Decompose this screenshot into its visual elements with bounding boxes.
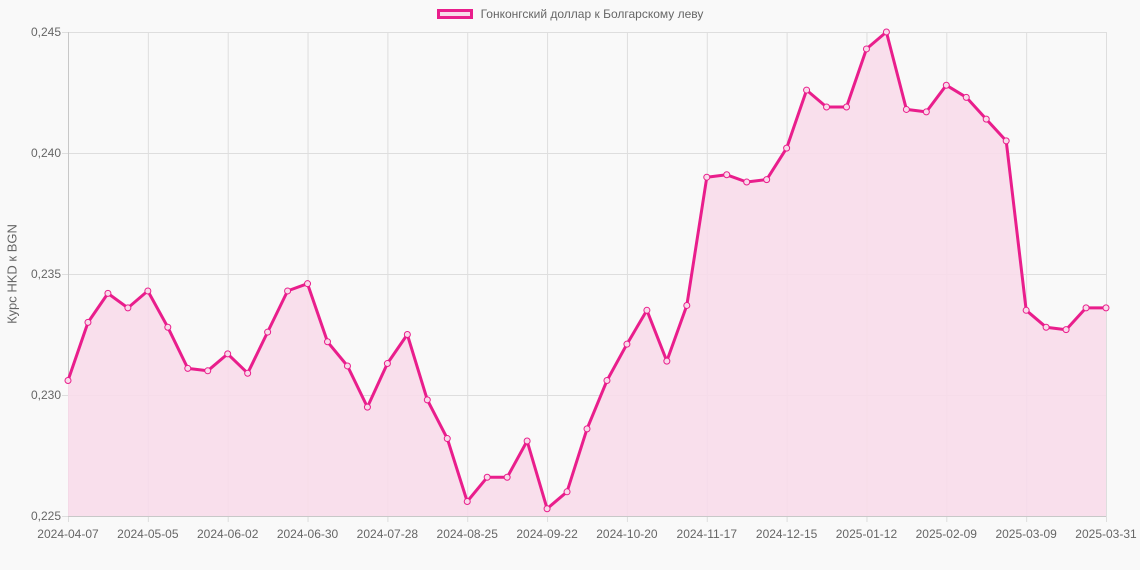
data-point[interactable] bbox=[723, 171, 731, 179]
data-point[interactable] bbox=[284, 287, 292, 295]
legend-swatch-icon bbox=[436, 9, 473, 19]
data-points bbox=[64, 28, 1110, 513]
x-tick-label: 2024-09-22 bbox=[516, 527, 578, 541]
x-tick-label: 2024-10-20 bbox=[596, 527, 658, 541]
data-point[interactable] bbox=[603, 376, 611, 384]
y-tick-label: 0,225 bbox=[30, 509, 61, 523]
data-point[interactable] bbox=[403, 331, 411, 338]
data-point[interactable] bbox=[982, 115, 990, 123]
data-point[interactable] bbox=[124, 304, 132, 312]
x-tick-label: 2025-02-09 bbox=[915, 527, 977, 541]
legend[interactable]: Гонконгский доллар к Болгарскому леву bbox=[0, 7, 1140, 21]
data-point[interactable] bbox=[104, 289, 112, 297]
y-tick-label: 0,240 bbox=[30, 146, 61, 160]
data-point[interactable] bbox=[224, 350, 232, 358]
data-point[interactable] bbox=[623, 340, 631, 348]
data-point[interactable] bbox=[683, 301, 691, 309]
data-point[interactable] bbox=[184, 364, 192, 372]
data-point[interactable] bbox=[423, 396, 431, 404]
data-point[interactable] bbox=[643, 306, 651, 314]
data-point[interactable] bbox=[563, 488, 571, 496]
data-point[interactable] bbox=[443, 435, 451, 443]
x-tick-label: 2024-06-02 bbox=[196, 527, 259, 541]
data-point[interactable] bbox=[862, 45, 870, 53]
data-point[interactable] bbox=[962, 93, 970, 101]
data-point[interactable] bbox=[783, 144, 791, 152]
x-tick-label: 2024-11-17 bbox=[676, 527, 738, 541]
data-point[interactable] bbox=[1102, 304, 1110, 312]
data-point[interactable] bbox=[383, 360, 391, 368]
x-tick-label: 2024-07-28 bbox=[356, 527, 419, 541]
x-tick-label: 2024-05-05 bbox=[117, 527, 179, 541]
data-point[interactable] bbox=[882, 28, 890, 36]
data-point[interactable] bbox=[1062, 326, 1070, 334]
data-point[interactable] bbox=[164, 323, 172, 331]
data-point[interactable] bbox=[663, 357, 671, 365]
data-point[interactable] bbox=[1042, 323, 1050, 331]
data-point[interactable] bbox=[823, 103, 831, 111]
data-point[interactable] bbox=[304, 280, 312, 288]
data-point[interactable] bbox=[803, 86, 811, 94]
x-tick-label: 2025-01-12 bbox=[835, 527, 898, 541]
data-point[interactable] bbox=[324, 338, 331, 346]
data-point[interactable] bbox=[703, 173, 711, 181]
data-point[interactable] bbox=[523, 437, 531, 445]
data-point[interactable] bbox=[84, 318, 92, 326]
data-point[interactable] bbox=[1082, 304, 1090, 312]
y-axis-label: Курс HKD к BGN bbox=[4, 224, 20, 324]
y-tick-label: 0,235 bbox=[30, 267, 61, 281]
data-point[interactable] bbox=[922, 108, 930, 116]
x-tick-label: 2025-03-09 bbox=[995, 527, 1057, 541]
x-tick-label: 2024-04-07 bbox=[37, 527, 99, 541]
data-point[interactable] bbox=[463, 497, 471, 505]
data-point[interactable] bbox=[843, 103, 850, 111]
data-point[interactable] bbox=[583, 425, 591, 433]
data-point[interactable] bbox=[763, 176, 771, 184]
data-point[interactable] bbox=[204, 367, 212, 375]
legend-label: Гонконгский доллар к Болгарскому леву bbox=[480, 7, 704, 21]
y-tick-label: 0,230 bbox=[30, 388, 61, 402]
y-tick-label: 0,245 bbox=[30, 25, 61, 39]
data-point[interactable] bbox=[483, 473, 491, 481]
data-point[interactable] bbox=[1022, 306, 1030, 314]
data-point[interactable] bbox=[743, 178, 751, 186]
data-point[interactable] bbox=[942, 81, 950, 89]
data-point[interactable] bbox=[543, 505, 551, 513]
data-point[interactable] bbox=[64, 376, 72, 384]
x-tick-label: 2024-08-25 bbox=[436, 527, 498, 541]
data-point[interactable] bbox=[902, 105, 910, 113]
series-area-fill bbox=[68, 32, 1106, 516]
data-point[interactable] bbox=[503, 473, 511, 481]
data-point[interactable] bbox=[144, 287, 152, 295]
data-point[interactable] bbox=[1002, 137, 1010, 145]
data-point[interactable] bbox=[244, 369, 252, 377]
data-point[interactable] bbox=[264, 328, 272, 336]
data-point[interactable] bbox=[343, 362, 351, 370]
x-tick-label: 2025-03-31 bbox=[1075, 527, 1137, 541]
x-tick-label: 2024-06-30 bbox=[276, 527, 339, 541]
x-tick-label: 2024-12-15 bbox=[755, 527, 818, 541]
data-point[interactable] bbox=[363, 403, 371, 411]
